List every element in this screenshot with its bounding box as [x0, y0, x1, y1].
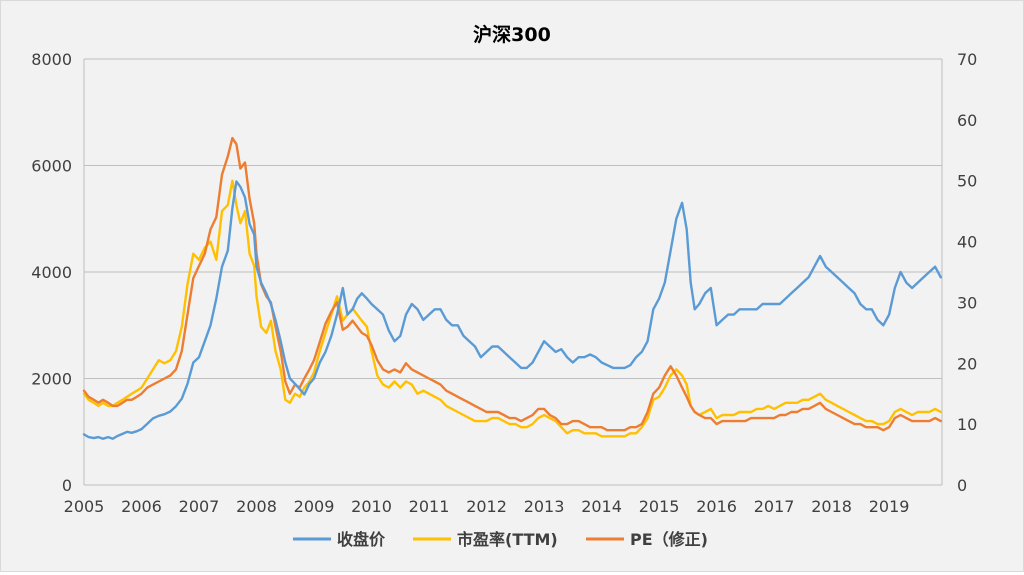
legend-label: 收盘价 [337, 530, 386, 549]
x-tick-label: 2019 [869, 497, 910, 516]
y-right-tick-label: 70 [957, 50, 977, 69]
x-tick-label: 2006 [121, 497, 162, 516]
x-tick-label: 2005 [64, 497, 105, 516]
x-tick-label: 2018 [811, 497, 852, 516]
y-left-tick-label: 8000 [31, 50, 72, 69]
y-right-tick-label: 10 [957, 415, 977, 434]
y-left-tick-label: 6000 [31, 157, 72, 176]
x-tick-label: 2014 [581, 497, 622, 516]
series-layer [82, 136, 942, 440]
y-right-tick-label: 50 [957, 172, 977, 191]
axes: 0 2000 4000 6000 8000 0 10 20 30 40 50 60 70 2005 2006… [31, 50, 977, 516]
y-left-tick-label: 0 [62, 476, 72, 495]
y-right-tick-label: 40 [957, 233, 977, 252]
y-right-tick-label: 60 [957, 111, 977, 130]
y-right-tick-label: 30 [957, 293, 977, 312]
x-tick-label: 2010 [351, 497, 392, 516]
chart-title: 沪深300 [473, 23, 551, 46]
x-tick-label: 2007 [179, 497, 220, 516]
series-line-pe-adjusted [82, 136, 942, 432]
gridlines [84, 58, 942, 486]
x-tick-label: 2013 [524, 497, 565, 516]
x-tick-label: 2008 [236, 497, 277, 516]
series-line-close-price [82, 180, 942, 440]
y-right-tick-label: 20 [957, 354, 977, 373]
series-line-pe-ttm [82, 179, 942, 438]
legend-label: PE（修正) [630, 530, 708, 549]
x-tick-label: 2017 [754, 497, 795, 516]
legend: 收盘价 市盈率(TTM) PE（修正) [293, 530, 708, 549]
x-tick-label: 2016 [696, 497, 737, 516]
x-tick-label: 2009 [294, 497, 335, 516]
y-left-tick-label: 4000 [31, 263, 72, 282]
x-tick-label: 2012 [466, 497, 507, 516]
x-tick-label: 2015 [639, 497, 680, 516]
y-left-tick-label: 2000 [31, 370, 72, 389]
legend-label: 市盈率(TTM) [457, 530, 558, 549]
x-tick-label: 2011 [409, 497, 450, 516]
y-right-tick-label: 0 [957, 476, 967, 495]
